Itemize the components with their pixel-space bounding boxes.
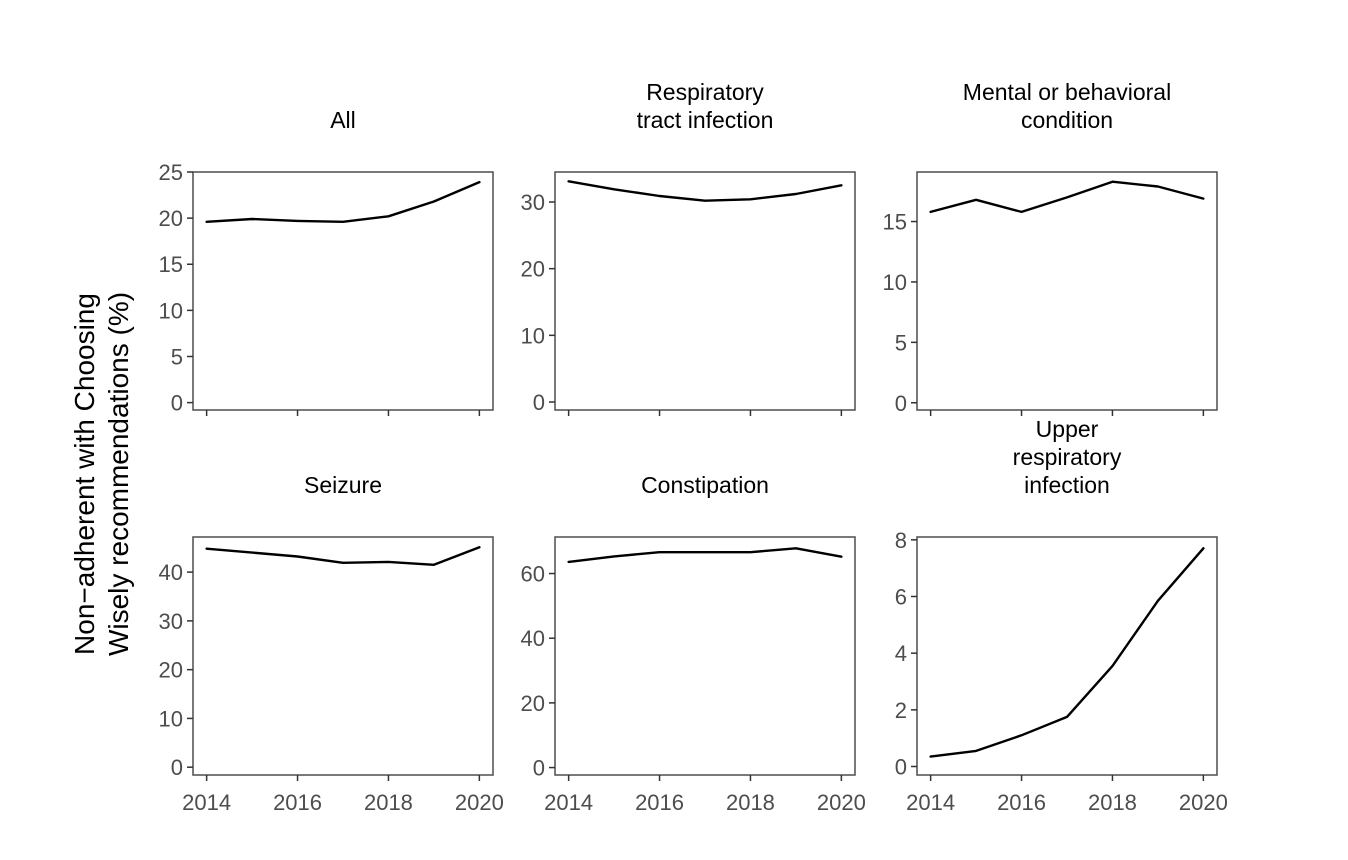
panel-frame bbox=[192, 171, 494, 411]
x-tick-label: 2020 bbox=[1179, 790, 1228, 815]
y-tick-label: 0 bbox=[895, 391, 907, 416]
y-tick-label: 0 bbox=[533, 390, 545, 415]
x-tick-label: 2020 bbox=[455, 790, 504, 815]
x-tick-label: 2014 bbox=[182, 790, 231, 815]
y-tick-label: 30 bbox=[521, 190, 545, 215]
y-tick-label: 25 bbox=[159, 160, 183, 185]
series-line bbox=[929, 547, 1205, 758]
y-tick-label: 4 bbox=[895, 641, 907, 666]
series-line bbox=[205, 546, 481, 566]
panel-title: Constipation bbox=[641, 472, 769, 498]
y-tick-label: 40 bbox=[159, 560, 183, 585]
y-axis-title: Non−adherent with Choosing Wisely recomme… bbox=[69, 292, 134, 656]
y-tick-label: 5 bbox=[171, 344, 183, 369]
x-tick-label: 2016 bbox=[273, 790, 322, 815]
panel-frame bbox=[192, 536, 494, 776]
panel: Seizure 0 10 20 30 40 2014 2016 2018 2020 bbox=[159, 472, 504, 815]
y-tick-label: 60 bbox=[521, 562, 545, 587]
y-tick-label: 0 bbox=[171, 391, 183, 416]
y-tick-label: 40 bbox=[521, 626, 545, 651]
series-line bbox=[205, 180, 481, 224]
panel-frame bbox=[916, 171, 1218, 411]
panel-frame bbox=[916, 536, 1218, 776]
y-tick-label: 0 bbox=[895, 755, 907, 780]
panel-title: tract infection bbox=[637, 107, 774, 133]
y-tick-label: 15 bbox=[883, 210, 907, 235]
y-tick-label: 0 bbox=[171, 755, 183, 780]
y-tick-label: 20 bbox=[521, 257, 545, 282]
panel-title: respiratory bbox=[1013, 444, 1122, 470]
panel: Constipation 0 20 40 60 2014 2016 2018 2020 bbox=[521, 472, 866, 815]
y-tick-label: 10 bbox=[159, 298, 183, 323]
y-tick-label: 0 bbox=[533, 756, 545, 781]
y-tick-label: 8 bbox=[895, 528, 907, 553]
panel-title: condition bbox=[1021, 107, 1113, 133]
y-axis-title-line: Non−adherent with Choosing bbox=[69, 293, 100, 655]
y-tick-label: 10 bbox=[521, 323, 545, 348]
x-tick-label: 2018 bbox=[1088, 790, 1137, 815]
panel-title: infection bbox=[1024, 472, 1110, 498]
y-tick-label: 15 bbox=[159, 252, 183, 277]
x-tick-label: 2014 bbox=[544, 790, 593, 815]
panel-title: Respiratory bbox=[646, 79, 764, 105]
panel-title: Mental or behavioral bbox=[963, 79, 1171, 105]
panel-title: All bbox=[330, 107, 356, 133]
series-line bbox=[567, 547, 843, 564]
panel-title: Upper bbox=[1036, 416, 1099, 442]
panel-frame bbox=[554, 171, 856, 411]
series-line bbox=[929, 180, 1205, 214]
series-line bbox=[567, 180, 843, 202]
y-tick-label: 6 bbox=[895, 585, 907, 610]
panel-title: Seizure bbox=[304, 472, 382, 498]
y-tick-label: 20 bbox=[159, 206, 183, 231]
x-tick-label: 2014 bbox=[906, 790, 955, 815]
x-tick-label: 2018 bbox=[726, 790, 775, 815]
y-tick-label: 2 bbox=[895, 698, 907, 723]
y-axis-title-line: Wisely recommendations (%) bbox=[103, 292, 134, 656]
y-tick-label: 20 bbox=[159, 658, 183, 683]
y-tick-label: 5 bbox=[895, 330, 907, 355]
panel-frame bbox=[554, 536, 856, 776]
panel: All 0 5 10 15 20 25 bbox=[159, 107, 494, 416]
y-tick-label: 10 bbox=[883, 270, 907, 295]
y-tick-label: 20 bbox=[521, 691, 545, 716]
x-tick-label: 2020 bbox=[817, 790, 866, 815]
y-tick-label: 10 bbox=[159, 706, 183, 731]
x-tick-label: 2016 bbox=[635, 790, 684, 815]
x-tick-label: 2018 bbox=[364, 790, 413, 815]
x-tick-label: 2016 bbox=[997, 790, 1046, 815]
y-tick-label: 30 bbox=[159, 609, 183, 634]
